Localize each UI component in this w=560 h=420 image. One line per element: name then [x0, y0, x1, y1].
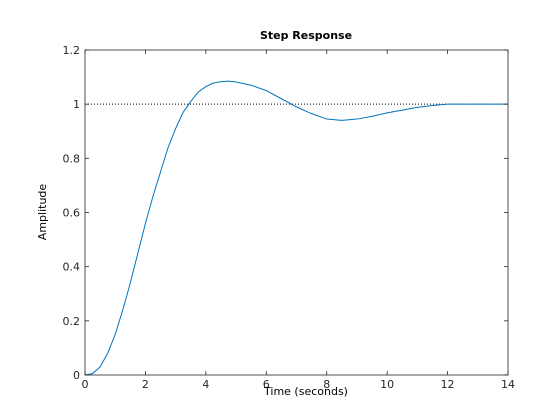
step-response-line	[84, 80, 508, 376]
x-tick-label: 6	[263, 378, 270, 391]
y-axis-label: Amplitude	[36, 184, 49, 241]
x-axis-label: Time (seconds)	[263, 385, 348, 398]
x-tick-label: 10	[380, 378, 394, 391]
x-tick-label: 14	[501, 378, 515, 391]
x-tick-label: 4	[202, 378, 209, 391]
y-tick-label: 1.2	[63, 44, 81, 57]
y-ticks: 0 0.2 0.4 0.6 0.8 1 1.2	[63, 44, 508, 382]
series-layer	[84, 80, 508, 376]
y-tick-label: 1	[73, 98, 80, 111]
x-tick-label: 2	[142, 378, 149, 391]
x-ticks: 0 2 4 6 8 10 12 14	[82, 50, 515, 391]
y-tick-label: 0.6	[63, 207, 81, 220]
x-tick-label: 12	[441, 378, 455, 391]
y-tick-label: 0.2	[63, 315, 81, 328]
chart-title: Step Response	[260, 29, 352, 42]
plot-area	[84, 49, 509, 376]
x-tick-label: 0	[82, 378, 89, 391]
y-tick-label: 0.4	[63, 261, 81, 274]
x-tick-label: 8	[323, 378, 330, 391]
y-tick-label: 0	[73, 369, 80, 382]
y-tick-label: 0.8	[63, 152, 81, 165]
